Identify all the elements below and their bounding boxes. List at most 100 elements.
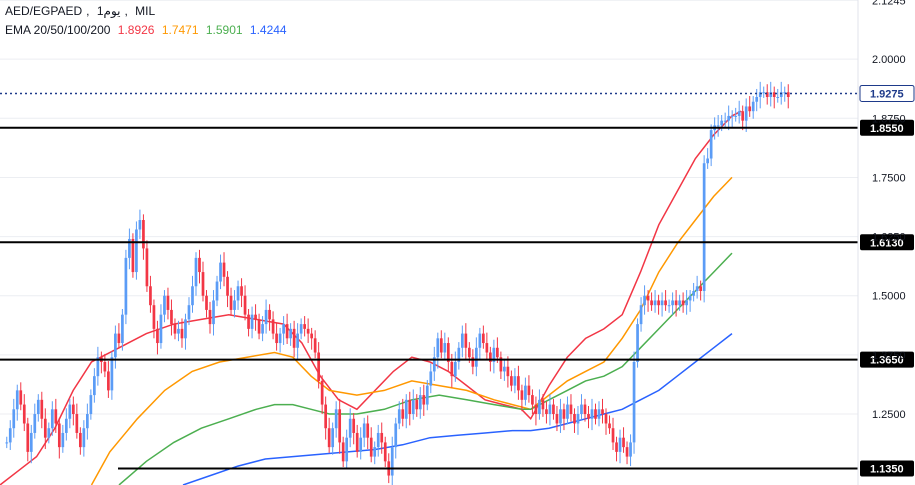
candle-body <box>460 333 464 348</box>
candle-body <box>404 399 408 419</box>
candle-body <box>327 428 331 448</box>
y-tick-label: 1.7500 <box>872 172 906 184</box>
candle-body <box>292 328 296 348</box>
candle-body <box>303 324 306 329</box>
candle-body <box>650 300 653 306</box>
candle-body <box>503 366 506 372</box>
candle-body <box>8 428 12 443</box>
candle-body <box>376 432 380 448</box>
candle-body <box>527 385 531 396</box>
candle-body <box>348 418 352 438</box>
candle-body <box>373 447 377 457</box>
candle-body <box>71 404 75 415</box>
candle-body <box>786 92 790 97</box>
candle-body <box>552 404 555 415</box>
candle-body <box>510 376 513 386</box>
candle-body <box>68 404 72 419</box>
candle-body <box>748 106 752 112</box>
candle-body <box>653 300 657 306</box>
candle-body <box>446 343 450 362</box>
candle-body <box>208 309 212 325</box>
candle-body <box>264 309 268 325</box>
candle-body <box>436 338 440 358</box>
candle-body <box>432 357 436 372</box>
candle-body <box>657 300 660 306</box>
candle-body <box>671 300 674 306</box>
candle-body <box>159 314 163 344</box>
candle-body <box>422 395 426 405</box>
candle-body <box>299 324 303 334</box>
candle-body <box>15 390 19 410</box>
candle-body <box>366 423 370 438</box>
candle-body <box>478 333 482 348</box>
candle-body <box>401 409 405 419</box>
candle-body <box>47 428 51 438</box>
candle-body <box>524 385 527 400</box>
candle-body <box>755 97 759 102</box>
candle-body <box>534 404 538 415</box>
candle-body <box>699 286 702 291</box>
candle-body <box>390 447 394 476</box>
candle-body <box>506 366 510 377</box>
candle-body <box>425 385 429 405</box>
candle-body <box>166 295 170 310</box>
candle-body <box>611 428 615 443</box>
candle-body <box>720 120 724 126</box>
candle-body <box>418 395 422 410</box>
candle-body <box>275 333 278 344</box>
level-tag <box>860 460 914 477</box>
candle-body <box>278 333 282 344</box>
candle-body <box>226 276 229 296</box>
candle-body <box>114 333 117 358</box>
candle-body <box>117 333 121 344</box>
candle-body <box>187 305 191 320</box>
candle-body <box>355 432 359 452</box>
candle-body <box>643 295 646 306</box>
candle-body <box>310 333 313 339</box>
candle-body <box>499 357 503 372</box>
ema200-value: 1.4244 <box>249 23 287 37</box>
y-tick-label: 1.3750 <box>872 350 906 362</box>
candle-body <box>482 333 485 344</box>
candle-body <box>61 432 65 448</box>
y-tick-label: 1.6250 <box>872 232 906 244</box>
candle-body <box>205 295 208 310</box>
candle-body <box>152 305 156 329</box>
candle-body <box>121 314 124 344</box>
candle-body <box>352 418 356 433</box>
candle-body <box>43 418 47 438</box>
candle-body <box>247 314 250 329</box>
candle-body <box>173 324 177 334</box>
candle-body <box>29 432 33 452</box>
symbol-legend[interactable]: AED/EGPAED, 1يوم, MIL <box>5 4 156 18</box>
candle-body <box>131 238 135 273</box>
ema-legend[interactable]: EMA 20/50/100/200 1.8926 1.7471 1.5901 1… <box>5 23 291 37</box>
level-tag-label: 1.1350 <box>870 463 904 475</box>
candle-body <box>538 399 541 415</box>
candle-body <box>222 262 226 277</box>
candle-body <box>156 328 159 344</box>
candle-body <box>128 238 131 258</box>
candle-body <box>471 357 475 367</box>
current-price-tag <box>859 84 915 102</box>
candle-body <box>566 404 569 419</box>
candle-body <box>709 130 713 159</box>
candle-body <box>233 300 236 310</box>
candle-body <box>408 399 412 415</box>
candle-body <box>590 409 594 419</box>
ema-line-ema-100 <box>118 252 733 485</box>
candle-body <box>783 92 787 94</box>
candle-body <box>765 92 769 97</box>
ema20-value: 1.8926 <box>117 23 155 37</box>
candle-body <box>604 414 608 424</box>
candle-body <box>320 380 324 405</box>
candle-body <box>513 376 517 386</box>
current-price-label: 1.9275 <box>870 88 904 100</box>
price-axis[interactable]: 2.1245 2.0000 1.8750 1.7500 1.6250 1.5000 1.37… <box>857 0 906 485</box>
candle-body <box>594 409 597 419</box>
candle-body <box>587 414 590 419</box>
horizontal-levels[interactable]: 1.8550 1.6130 1.3650 1.1350 <box>0 119 914 477</box>
candle-body <box>702 163 706 291</box>
candle-body <box>26 423 30 452</box>
